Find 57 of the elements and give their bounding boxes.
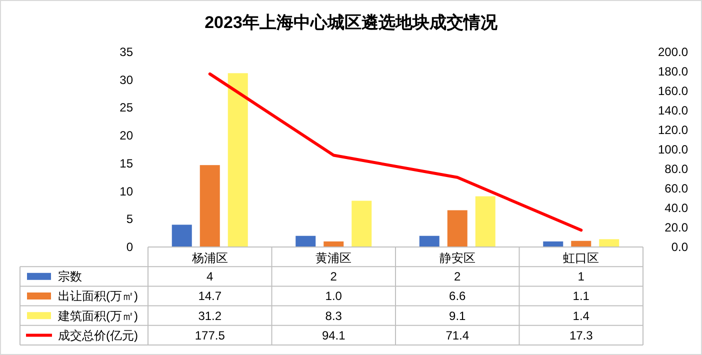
y2-tick-label: 180.0 (658, 64, 688, 78)
y-tick-label: 15 (120, 156, 134, 170)
data-label: 1.1 (572, 289, 590, 304)
y2-tick-label: 120.0 (658, 123, 688, 137)
legend-label: 宗数 (58, 270, 82, 284)
data-label: 2 (454, 270, 462, 284)
data-label: 9.1 (449, 308, 466, 323)
data-label: 1.4 (572, 308, 590, 323)
data-label: 1.0 (325, 289, 342, 304)
x-tick-label: 黄浦区 (316, 251, 352, 265)
y2-tick-label: 0.0 (671, 240, 688, 254)
legend-label: 成交总价(亿元) (58, 328, 138, 342)
data-label: 6.6 (449, 289, 466, 304)
y2-tick-label: 80.0 (664, 162, 688, 176)
x-tick-label: 虹口区 (563, 251, 600, 265)
bar (447, 210, 468, 247)
bar (172, 224, 192, 247)
y-tick-label: 20 (120, 128, 134, 143)
chart-title: 2023年上海中心城区遴选地块成交情况 (204, 13, 498, 32)
y2-tick-label: 40.0 (664, 201, 688, 215)
y-tick-label: 10 (120, 184, 134, 198)
y2-tick-label: 60.0 (664, 182, 688, 196)
y-tick-label: 35 (120, 45, 134, 59)
data-label: 1 (578, 270, 585, 284)
bar (571, 240, 592, 247)
bar (543, 241, 564, 247)
data-label: 4 (206, 270, 214, 284)
data-label: 2 (330, 270, 338, 284)
bar (200, 165, 220, 247)
legend-label: 出让面积(万㎡) (58, 289, 138, 304)
line-series (208, 72, 583, 232)
bar (228, 73, 248, 247)
bar (324, 241, 344, 247)
bar (296, 236, 316, 247)
data-label: 71.4 (446, 328, 470, 342)
data-label: 94.1 (322, 328, 346, 342)
x-tick-label: 杨浦区 (190, 251, 228, 265)
data-label: 14.7 (198, 289, 222, 304)
data-label: 17.3 (569, 328, 594, 342)
bar (599, 239, 620, 247)
data-label: 177.5 (194, 328, 226, 342)
bar (352, 200, 372, 247)
bar (475, 196, 496, 247)
data-label: 31.2 (198, 308, 222, 323)
y-tick-label: 5 (126, 212, 134, 226)
bar (419, 236, 440, 247)
x-tick-label: 静安区 (439, 251, 476, 265)
y2-tick-label: 100.0 (658, 142, 688, 156)
data-label: 8.3 (325, 308, 342, 323)
legend-label: 建筑面积(万㎡) (57, 308, 138, 323)
y-tick-label: 30 (120, 72, 134, 87)
y-tick-label: 0 (126, 240, 134, 254)
y-tick-label: 25 (120, 100, 134, 115)
y2-tick-label: 20.0 (664, 220, 688, 234)
y2-tick-label: 200.0 (658, 45, 688, 59)
y2-tick-label: 160.0 (658, 84, 688, 98)
y2-tick-label: 140.0 (658, 104, 688, 118)
